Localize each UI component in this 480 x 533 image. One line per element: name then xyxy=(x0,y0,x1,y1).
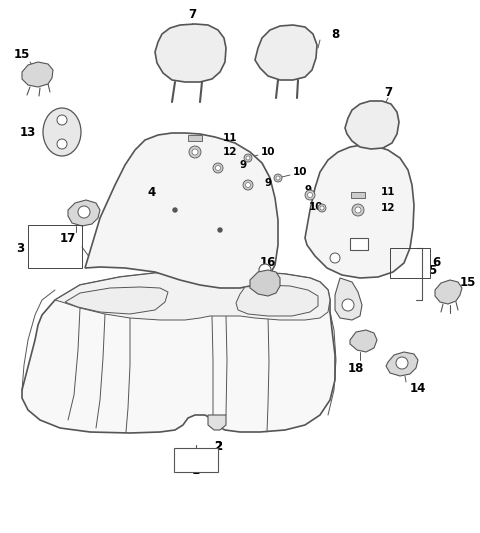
Bar xyxy=(188,135,202,141)
Text: 8: 8 xyxy=(331,28,339,42)
Text: 15: 15 xyxy=(460,276,476,288)
Polygon shape xyxy=(155,24,226,82)
Polygon shape xyxy=(174,448,218,472)
Ellipse shape xyxy=(43,108,81,156)
Circle shape xyxy=(342,299,354,311)
Circle shape xyxy=(57,139,67,149)
Polygon shape xyxy=(305,145,414,278)
Polygon shape xyxy=(208,415,226,430)
Circle shape xyxy=(216,166,220,171)
Circle shape xyxy=(355,207,361,213)
Text: 10: 10 xyxy=(293,167,307,177)
Circle shape xyxy=(244,154,252,162)
Polygon shape xyxy=(350,238,368,250)
Polygon shape xyxy=(250,270,280,296)
Text: 17: 17 xyxy=(60,231,76,245)
Circle shape xyxy=(320,206,324,210)
Text: 3: 3 xyxy=(16,241,24,254)
Circle shape xyxy=(192,149,198,155)
Text: 12: 12 xyxy=(223,147,237,157)
Polygon shape xyxy=(65,287,168,314)
Circle shape xyxy=(243,180,253,190)
Text: 9: 9 xyxy=(240,160,247,170)
Text: 13: 13 xyxy=(20,125,36,139)
Text: 16: 16 xyxy=(260,256,276,270)
Polygon shape xyxy=(22,272,335,433)
Circle shape xyxy=(276,176,280,180)
Circle shape xyxy=(305,190,315,200)
Circle shape xyxy=(274,174,282,182)
Circle shape xyxy=(173,208,177,212)
Text: 11: 11 xyxy=(223,133,237,143)
Polygon shape xyxy=(68,200,100,226)
Text: 10: 10 xyxy=(309,202,323,212)
Polygon shape xyxy=(236,285,318,316)
Circle shape xyxy=(318,204,326,212)
Text: 4: 4 xyxy=(148,185,156,198)
Polygon shape xyxy=(22,62,53,87)
Text: 7: 7 xyxy=(384,85,392,99)
Polygon shape xyxy=(255,25,317,80)
Text: 2: 2 xyxy=(214,440,222,454)
Text: 9: 9 xyxy=(264,178,272,188)
Circle shape xyxy=(259,264,271,276)
Circle shape xyxy=(218,228,222,232)
Text: 5: 5 xyxy=(428,263,436,277)
Circle shape xyxy=(189,146,201,158)
Circle shape xyxy=(78,206,90,218)
Text: 2: 2 xyxy=(214,440,222,454)
Circle shape xyxy=(396,357,408,369)
Polygon shape xyxy=(435,280,462,304)
Circle shape xyxy=(213,163,223,173)
Text: 7: 7 xyxy=(188,9,196,21)
Text: 1: 1 xyxy=(192,464,200,477)
Polygon shape xyxy=(345,101,399,149)
Polygon shape xyxy=(85,133,278,288)
Polygon shape xyxy=(335,278,362,320)
Text: 18: 18 xyxy=(348,361,364,375)
Text: 11: 11 xyxy=(381,187,395,197)
Text: 9: 9 xyxy=(304,185,312,195)
Bar xyxy=(351,192,365,198)
Polygon shape xyxy=(55,272,330,320)
Polygon shape xyxy=(350,330,377,352)
Text: 15: 15 xyxy=(14,49,30,61)
Text: 14: 14 xyxy=(410,382,426,394)
Circle shape xyxy=(330,253,340,263)
Text: 10: 10 xyxy=(261,147,275,157)
Circle shape xyxy=(352,204,364,216)
Text: 6: 6 xyxy=(432,256,440,270)
Circle shape xyxy=(245,182,251,188)
Circle shape xyxy=(57,115,67,125)
Circle shape xyxy=(246,156,250,160)
Polygon shape xyxy=(386,352,418,376)
Text: 12: 12 xyxy=(381,203,395,213)
Circle shape xyxy=(308,192,312,198)
